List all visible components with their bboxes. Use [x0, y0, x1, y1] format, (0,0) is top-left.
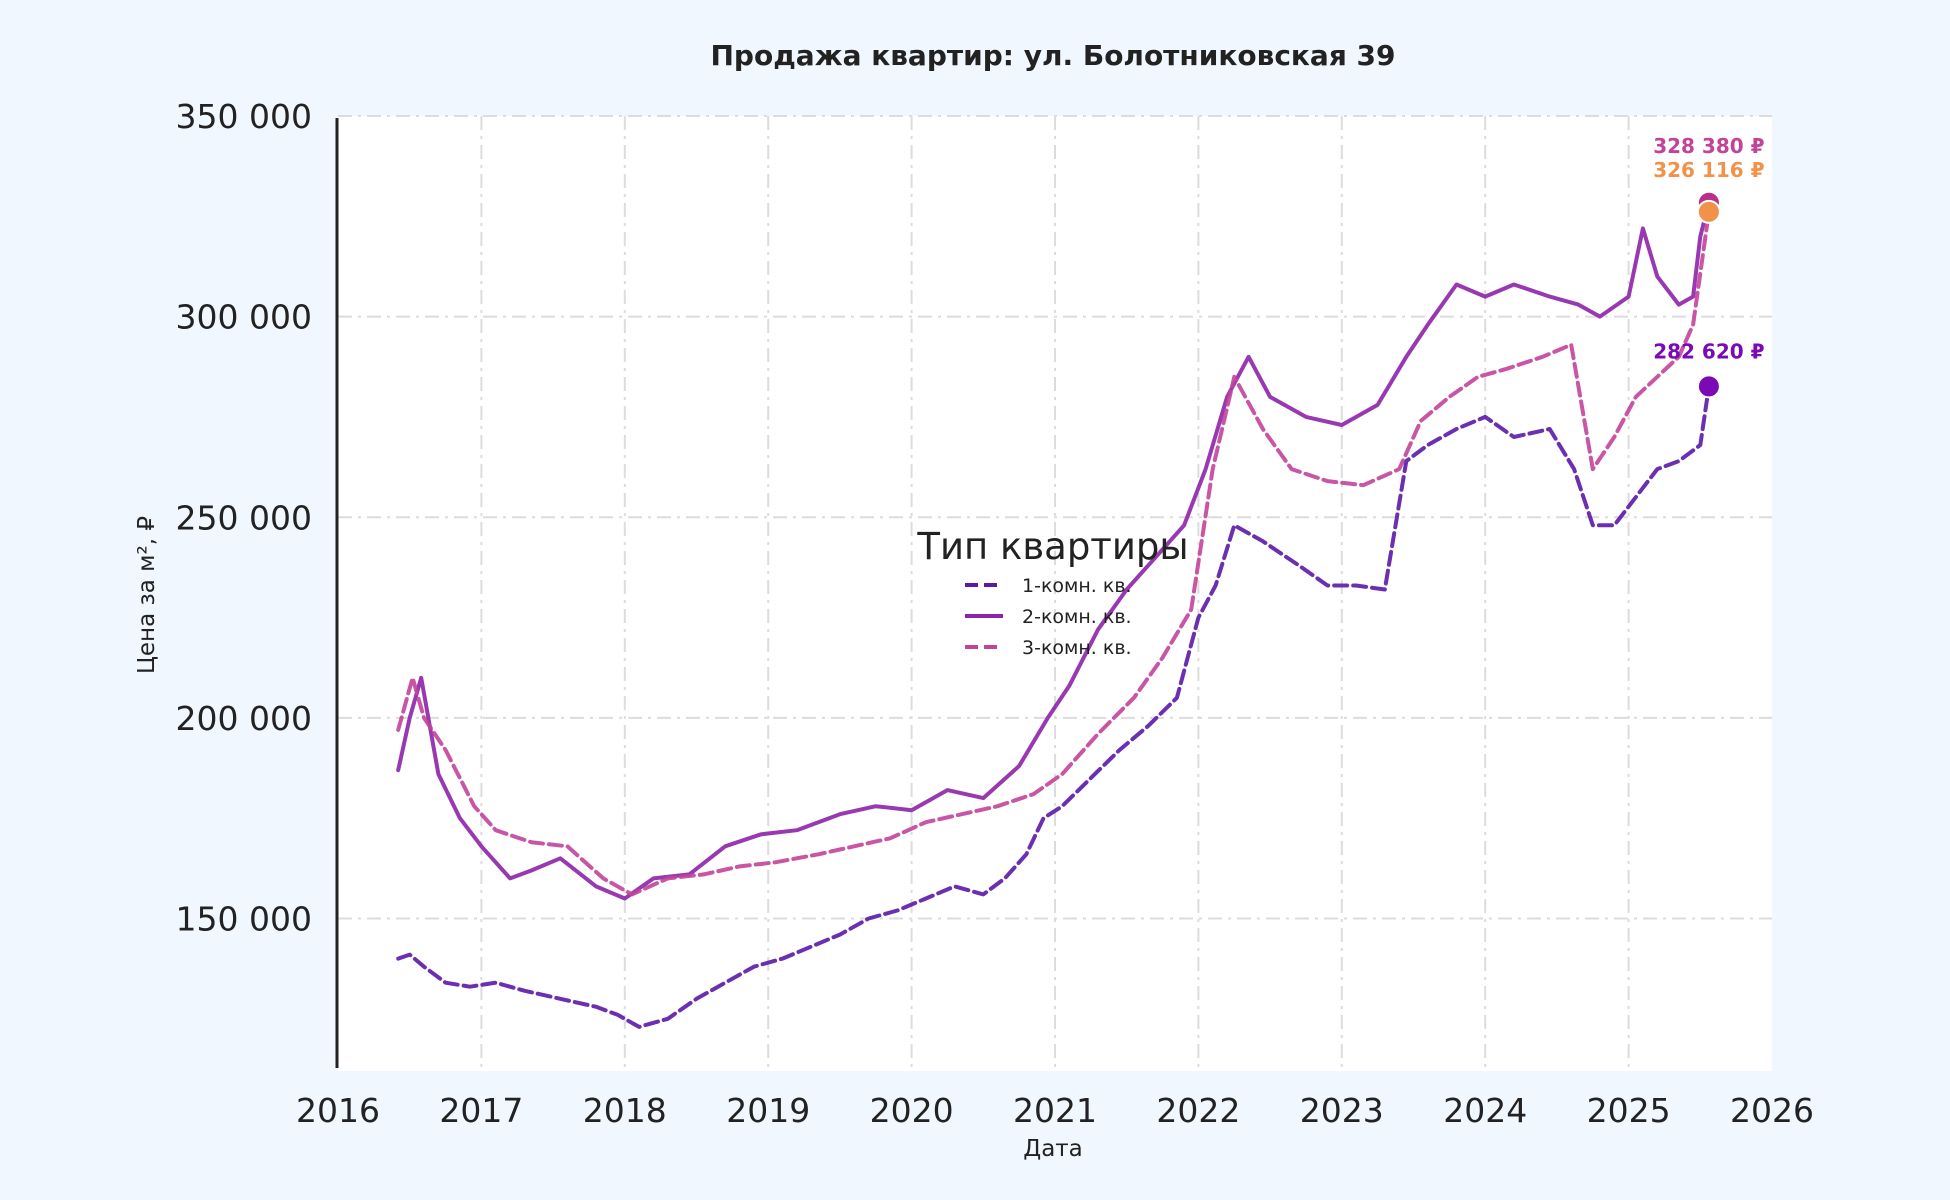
end-label-3: 282 620 ₽: [1653, 339, 1764, 363]
series-line-3: [396, 209, 1711, 897]
y-axis-label: Цена за м², ₽: [134, 516, 160, 674]
x-tick-2020: 2020: [870, 1091, 954, 1130]
legend-label-1: 1-комн. кв.: [1022, 575, 1132, 597]
legend-label-3: 3-комн. кв.: [1022, 637, 1132, 659]
end-marker-3: [1696, 199, 1721, 224]
x-tick-2024: 2024: [1443, 1091, 1527, 1130]
x-tick-2021: 2021: [1013, 1091, 1097, 1130]
y-tick-250-000: 250 000: [176, 498, 312, 537]
legend-entries: 1-комн. кв. 2-комн. кв. 3-комн. кв.: [965, 575, 1132, 659]
series-line-1: [396, 384, 1711, 1029]
grid: [338, 115, 1772, 1071]
x-tick-2025: 2025: [1587, 1091, 1671, 1130]
y-tick-labels: 150 000 200 000 250 000 300 000 350 000: [176, 97, 312, 939]
legend: Тип квартиры 1-комн. кв. 2-комн. кв. 3-ком…: [916, 525, 1188, 659]
y-tick-150-000: 150 000: [176, 900, 312, 939]
x-tick-2016: 2016: [296, 1091, 380, 1130]
x-tick-2018: 2018: [583, 1091, 667, 1130]
end-label-1: 328 380 ₽: [1653, 134, 1764, 158]
x-tick-labels: 2016 2017 2018 2019 2020 2021 2022 2023 2024 2025…: [296, 1091, 1814, 1130]
x-tick-2026: 2026: [1730, 1091, 1814, 1130]
x-tick-2022: 2022: [1156, 1091, 1240, 1130]
y-tick-300-000: 300 000: [176, 298, 312, 337]
x-axis-label: Дата: [1023, 1136, 1083, 1162]
legend-title: Тип квартиры: [916, 525, 1188, 568]
y-tick-350-000: 350 000: [176, 97, 312, 136]
x-tick-2017: 2017: [439, 1091, 523, 1130]
series-layer: [396, 200, 1711, 1029]
x-tick-2019: 2019: [726, 1091, 810, 1130]
end-label-2: 326 116 ₽: [1653, 158, 1764, 182]
y-tick-200-000: 200 000: [176, 699, 312, 738]
series-line-2: [396, 200, 1711, 901]
legend-label-2: 2-комн. кв.: [1022, 606, 1132, 628]
chart-title: Продажа квартир: ул. Болотниковская 39: [710, 39, 1395, 72]
end-marker-1: [1696, 374, 1721, 399]
end-labels: 328 380 ₽326 116 ₽ 282 620 ₽: [1653, 134, 1765, 399]
x-tick-2023: 2023: [1300, 1091, 1384, 1130]
